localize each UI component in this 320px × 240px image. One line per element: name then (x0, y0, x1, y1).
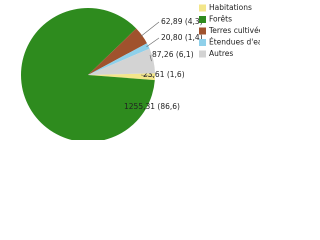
legend-label: Terres cultivées (208, 26, 260, 35)
pie-slice (88, 48, 155, 75)
pie-slice (88, 28, 147, 75)
data-label: 20,80 (1,4) (161, 33, 203, 42)
data-label: 1255,31 (86,6) (124, 102, 180, 111)
leader-line (146, 37, 160, 48)
pie-slice (88, 73, 155, 81)
data-label: 23,61 (1,6) (143, 70, 185, 79)
legend-swatch (199, 39, 206, 46)
legend-label: Forêts (209, 15, 232, 24)
leader-line (140, 21, 160, 37)
pie-slice (88, 43, 150, 75)
pie-slice (21, 8, 155, 140)
legend-label: Autres (209, 49, 233, 58)
data-label: 62,89 (4,3) (161, 17, 203, 26)
leader-line (149, 54, 152, 62)
legend-swatch (199, 50, 206, 58)
legend-swatch (199, 27, 206, 35)
data-label: 87,26 (6,1) (152, 50, 194, 59)
legend-swatch (199, 16, 206, 23)
leader-line (140, 74, 154, 77)
chart: 23,61 (1,6) 1255,31 (86,6) 62,89 (4,3) 20,8… (21, 3, 260, 140)
legend-label: Habitations (209, 3, 252, 12)
legend-label: Étendues d'eau (209, 38, 260, 47)
legend-swatch (199, 4, 206, 12)
